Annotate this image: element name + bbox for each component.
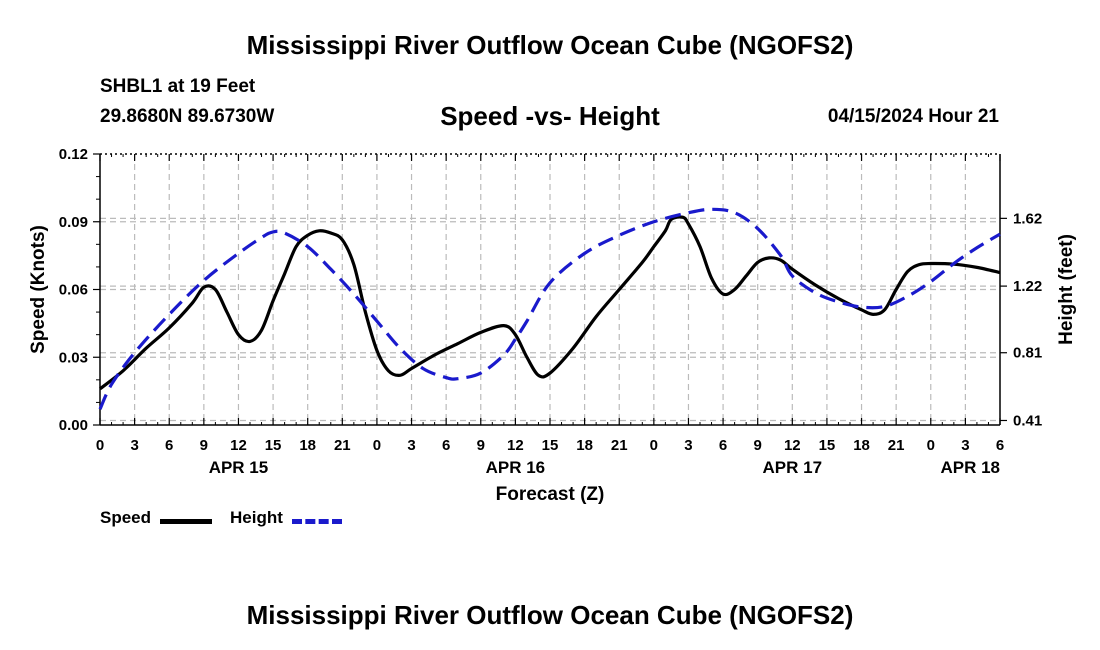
legend-height-line bbox=[292, 519, 342, 524]
x-tick-label: 0 bbox=[650, 437, 658, 454]
x-tick-label: 3 bbox=[130, 437, 138, 454]
x-tick-label: 9 bbox=[200, 437, 208, 454]
speed-height-chart: 0 3 6 9 12 15 18 21 0 3 6 9 12 15 18 21 0 3 6 9 12 15 18 21 0 3 60… bbox=[28, 146, 1077, 505]
y-left-axis-title: Speed (Knots) bbox=[28, 225, 49, 354]
y-right-tick-label: 0.81 bbox=[1013, 345, 1042, 362]
date-label: APR 17 bbox=[763, 458, 823, 477]
y-left-tick-label: 0.03 bbox=[59, 349, 88, 366]
x-tick-label: 9 bbox=[477, 437, 485, 454]
x-axis-title: Forecast (Z) bbox=[496, 484, 605, 505]
footer-title: Mississippi River Outflow Ocean Cube (NG… bbox=[246, 600, 854, 630]
x-tick-label: 6 bbox=[719, 437, 727, 454]
y-left-tick-label: 0.00 bbox=[59, 417, 88, 434]
y-right-tick-label: 0.41 bbox=[1013, 412, 1042, 429]
x-tick-label: 12 bbox=[784, 437, 801, 454]
x-tick-label: 21 bbox=[888, 437, 905, 454]
date-label: APR 16 bbox=[486, 458, 546, 477]
x-tick-label: 15 bbox=[819, 437, 836, 454]
x-tick-label: 6 bbox=[165, 437, 173, 454]
forecast-datetime: 04/15/2024 Hour 21 bbox=[827, 106, 999, 127]
series-layer bbox=[98, 207, 1001, 410]
x-tick-label: 3 bbox=[961, 437, 969, 454]
page-title: Mississippi River Outflow Ocean Cube (NG… bbox=[246, 30, 854, 60]
x-tick-label: 9 bbox=[754, 437, 762, 454]
x-tick-label: 12 bbox=[507, 437, 524, 454]
speed-series-line bbox=[99, 215, 1001, 391]
y-left-tick-label: 0.09 bbox=[59, 214, 88, 231]
label-layer: 0 3 6 9 12 15 18 21 0 3 6 9 12 15 18 21 0 3 6 9 12 15 18 21 0 3 60… bbox=[28, 146, 1077, 505]
x-tick-label: 0 bbox=[927, 437, 935, 454]
legend-speed-label: Speed bbox=[100, 508, 152, 527]
height-series-line bbox=[98, 207, 1001, 410]
legend-speed-line bbox=[160, 519, 212, 524]
coordinates-label: 29.8680N 89.6730W bbox=[100, 106, 275, 127]
date-label: APR 15 bbox=[209, 458, 269, 477]
x-tick-label: 12 bbox=[230, 437, 247, 454]
legend-height-label: Height bbox=[230, 508, 283, 527]
station-label: SHBL1 at 19 Feet bbox=[100, 76, 256, 97]
x-tick-label: 18 bbox=[853, 437, 870, 454]
chart-subtitle: Speed -vs- Height bbox=[440, 101, 660, 131]
y-right-tick-label: 1.62 bbox=[1013, 210, 1042, 227]
axis-layer bbox=[93, 153, 1007, 426]
x-tick-label: 0 bbox=[373, 437, 381, 454]
y-left-tick-label: 0.12 bbox=[59, 146, 88, 163]
y-right-axis-title: Height (feet) bbox=[1056, 234, 1077, 345]
x-tick-label: 6 bbox=[442, 437, 450, 454]
y-left-tick-label: 0.06 bbox=[59, 282, 88, 299]
x-tick-label: 3 bbox=[407, 437, 415, 454]
x-tick-label: 21 bbox=[334, 437, 351, 454]
y-right-tick-label: 1.22 bbox=[1013, 278, 1042, 295]
date-label: APR 18 bbox=[940, 458, 1000, 477]
x-tick-label: 18 bbox=[576, 437, 593, 454]
x-tick-label: 15 bbox=[542, 437, 559, 454]
x-tick-label: 0 bbox=[96, 437, 104, 454]
x-tick-label: 18 bbox=[299, 437, 316, 454]
x-tick-label: 21 bbox=[611, 437, 628, 454]
grid-layer bbox=[100, 154, 1000, 425]
x-tick-label: 6 bbox=[996, 437, 1004, 454]
x-tick-label: 15 bbox=[265, 437, 282, 454]
x-tick-label: 3 bbox=[684, 437, 692, 454]
